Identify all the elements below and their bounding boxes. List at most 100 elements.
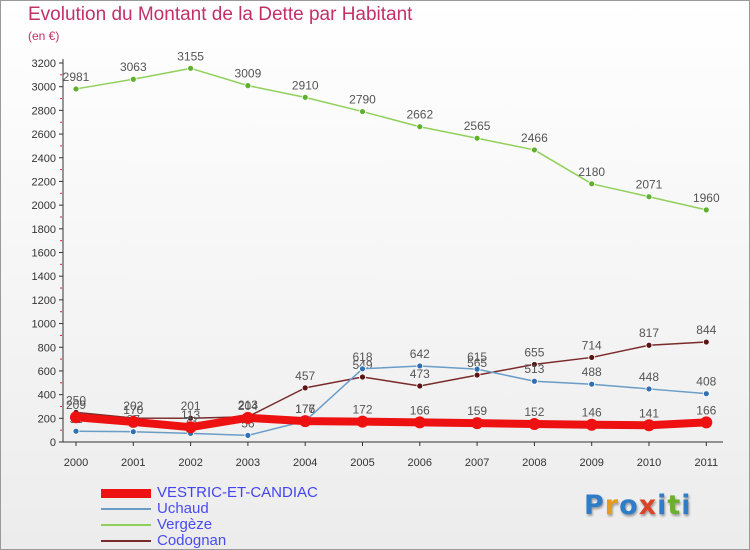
x-tick-label: 2005: [350, 457, 374, 469]
legend-item: VESTRIC-ET-CANDIAC: [101, 485, 318, 501]
data-label: 448: [639, 370, 659, 384]
data-point: [643, 419, 655, 432]
data-label: 642: [410, 347, 430, 361]
data-label: 714: [582, 338, 602, 352]
y-tick-label: 2800: [32, 105, 56, 117]
data-label: 146: [582, 406, 602, 420]
data-point: [531, 377, 538, 385]
legend-item: Codognan: [101, 533, 318, 549]
legend-label: Vergèze: [157, 516, 213, 533]
data-point: [645, 341, 653, 349]
data-label: 159: [467, 404, 487, 418]
y-tick-label: 800: [38, 342, 56, 354]
data-point: [72, 427, 80, 435]
y-tick-label: 2400: [32, 153, 56, 165]
logo-letter: r: [604, 490, 620, 521]
data-point: [241, 411, 254, 424]
data-label: 204: [238, 399, 258, 413]
data-label: 488: [582, 365, 602, 379]
y-tick-label: 3200: [32, 58, 56, 70]
data-point: [187, 64, 195, 72]
legend-item: Vergèze: [101, 517, 318, 533]
y-tick-label: 2200: [32, 176, 56, 188]
data-label: 513: [524, 362, 544, 376]
data-point: [184, 421, 197, 434]
data-point: [645, 193, 653, 201]
logo-letter: x: [638, 490, 658, 521]
legend-item: Uchaud: [101, 501, 318, 517]
x-tick-label: 2009: [579, 457, 603, 469]
data-point: [531, 361, 538, 368]
data-label: 615: [467, 350, 487, 364]
x-tick-label: 2010: [637, 457, 661, 469]
x-tick-label: 2000: [64, 457, 88, 469]
data-point: [359, 365, 366, 373]
legend-label: VESTRIC-ET-CANDIAC: [157, 484, 318, 501]
data-label: 817: [639, 326, 659, 340]
data-point: [645, 385, 653, 393]
y-tick-label: 1200: [32, 295, 56, 307]
data-point: [585, 418, 598, 431]
data-point: [72, 85, 80, 93]
data-point: [359, 373, 366, 381]
data-label: 202: [123, 399, 143, 413]
data-label: 2910: [292, 78, 319, 92]
data-label: 213: [238, 398, 258, 412]
chart-unit: (en €): [28, 29, 60, 43]
data-point: [244, 82, 252, 90]
data-label: 172: [352, 403, 372, 417]
data-label: 565: [467, 356, 487, 370]
data-label: 3063: [120, 60, 147, 74]
series-line-2: [75, 67, 708, 211]
y-tick-label: 2000: [32, 200, 56, 212]
data-point: [700, 416, 713, 429]
data-point: [301, 93, 309, 101]
y-tick-label: 200: [38, 413, 56, 425]
y-tick-label: 1600: [32, 248, 56, 260]
x-tick-label: 2011: [694, 457, 718, 469]
data-label: 2662: [406, 108, 433, 122]
data-label: 2565: [464, 119, 491, 133]
legend-swatch: [101, 508, 151, 510]
data-label: 618: [352, 350, 372, 364]
data-point: [413, 416, 426, 429]
data-point: [473, 365, 481, 373]
x-tick-label: 2001: [121, 457, 145, 469]
series-line-1: [75, 365, 708, 437]
legend-label: Uchaud: [157, 500, 209, 517]
data-label: 3009: [235, 67, 262, 81]
proxiti-logo: Proxiti: [584, 490, 692, 521]
y-tick-label: 2600: [32, 129, 56, 141]
x-tick-label: 2008: [522, 457, 546, 469]
data-label: 250: [66, 393, 86, 407]
data-point: [187, 414, 195, 422]
data-point: [528, 417, 541, 430]
data-label: 2790: [349, 93, 376, 107]
chart-legend: VESTRIC-ET-CANDIAC Uchaud Vergèze Codognan: [101, 485, 318, 549]
legend-swatch: [101, 488, 151, 498]
y-tick-label: 1000: [32, 319, 56, 331]
data-label: 201: [181, 399, 201, 413]
legend-swatch: [101, 540, 151, 542]
data-point: [356, 415, 369, 428]
data-point: [471, 417, 484, 430]
logo-letter: t: [667, 490, 682, 521]
data-point: [359, 108, 366, 115]
data-point: [702, 206, 710, 214]
data-point: [301, 384, 309, 392]
data-point: [299, 415, 312, 428]
logo-letter: P: [584, 490, 605, 521]
data-label: 170: [123, 403, 143, 417]
data-label: 141: [639, 406, 659, 420]
data-label: 655: [524, 345, 544, 359]
data-point: [70, 411, 82, 424]
x-tick-label: 2007: [465, 457, 489, 469]
data-point: [473, 371, 481, 379]
data-label: 152: [524, 405, 544, 419]
data-label: 166: [410, 403, 430, 417]
logo-letter: o: [619, 490, 639, 521]
data-label: 3155: [177, 49, 204, 63]
data-label: 2180: [578, 165, 605, 179]
